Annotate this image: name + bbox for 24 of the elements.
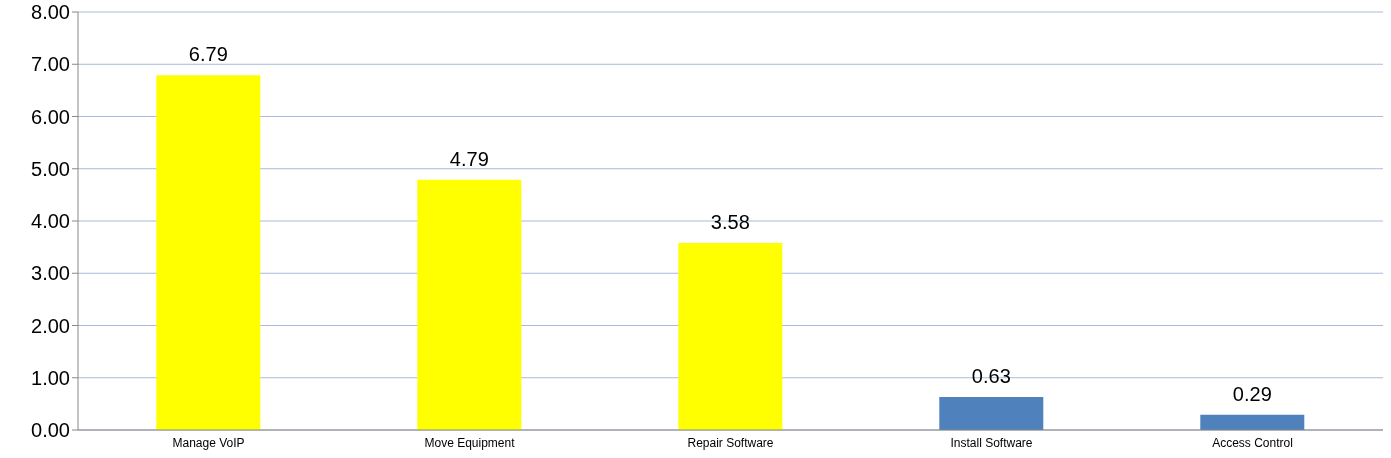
data-label: 4.79 bbox=[449, 147, 489, 170]
y-tick-label: 7.00 bbox=[31, 53, 70, 76]
y-tick-label: 3.00 bbox=[31, 262, 70, 285]
y-tick-label: 0.00 bbox=[31, 419, 70, 442]
bar bbox=[1200, 414, 1305, 430]
data-label: 6.79 bbox=[188, 43, 228, 66]
x-tick-label: Manage VoIP bbox=[172, 435, 245, 450]
x-tick-label: Install Software bbox=[950, 435, 1033, 450]
y-tick-label: 8.00 bbox=[31, 1, 70, 24]
y-tick-label: 6.00 bbox=[31, 105, 70, 128]
y-tick-label: 4.00 bbox=[31, 210, 70, 233]
x-tick-label: Repair Software bbox=[687, 435, 774, 450]
bar bbox=[156, 75, 261, 430]
bar bbox=[678, 242, 783, 430]
x-tick-label: Access Control bbox=[1212, 435, 1293, 450]
data-label: 0.29 bbox=[1232, 382, 1272, 405]
x-tick-label: Move Equipment bbox=[424, 435, 516, 450]
y-tick-label: 5.00 bbox=[31, 157, 70, 180]
bar bbox=[939, 397, 1044, 430]
bar bbox=[417, 179, 522, 430]
y-tick-label: 1.00 bbox=[31, 366, 70, 389]
data-label: 3.58 bbox=[710, 210, 750, 233]
data-label: 0.63 bbox=[971, 365, 1011, 388]
y-tick-label: 2.00 bbox=[31, 314, 70, 337]
